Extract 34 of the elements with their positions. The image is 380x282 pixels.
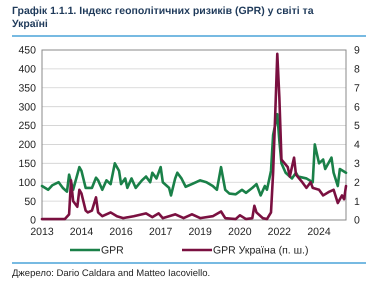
y2-tick-label: 4 xyxy=(354,139,360,152)
x-tick-label: 2013 xyxy=(30,226,54,238)
text: Джерело: Dario Caldara and Matteo Iacoviello. xyxy=(12,268,210,279)
y2-tick-label: 0 xyxy=(354,214,360,227)
y-tick-label: 350 xyxy=(18,82,36,94)
line-series xyxy=(40,52,348,220)
chart-title: Графік 1.1.1. Індекс геополітичних ризиків (GPR) у світі та Україні xyxy=(12,5,314,30)
y2-tick-label: 2 xyxy=(354,176,360,189)
x-tick-label: 2022 xyxy=(268,226,292,238)
y2-tick-label: 9 xyxy=(354,44,360,57)
x-tick-label: 2024 xyxy=(307,226,331,238)
y-tick-label: 200 xyxy=(18,139,36,152)
y2-tick-label: 6 xyxy=(354,101,360,114)
y2-tick-label: 5 xyxy=(354,120,360,132)
x-tick-label: 2016 xyxy=(109,226,133,238)
legend-label: GPR xyxy=(101,244,124,257)
x-tick-label: 2017 xyxy=(148,226,173,238)
x-tick-label: 2019 xyxy=(188,226,212,238)
y-tick-label: 150 xyxy=(18,158,36,170)
y-tick-label: 300 xyxy=(18,101,36,114)
y2-tick-label: 1 xyxy=(354,196,360,208)
y-tick-label: 50 xyxy=(24,196,36,208)
legend-label: GPR Україна (п. ш.) xyxy=(213,244,308,257)
y-tick-label: 100 xyxy=(18,176,36,189)
line-series xyxy=(40,112,348,197)
x-tick-label: 2020 xyxy=(228,226,252,238)
y2-tick-label: 8 xyxy=(354,64,360,76)
y2-tick-label: 3 xyxy=(354,158,360,170)
y-tick-label: 450 xyxy=(18,44,36,57)
x-tick-label: 2014 xyxy=(70,226,94,238)
y-tick-label: 400 xyxy=(18,64,36,76)
y-tick-label: 250 xyxy=(18,120,36,132)
y-tick-label: 0 xyxy=(30,214,36,227)
y2-tick-label: 7 xyxy=(354,82,360,94)
